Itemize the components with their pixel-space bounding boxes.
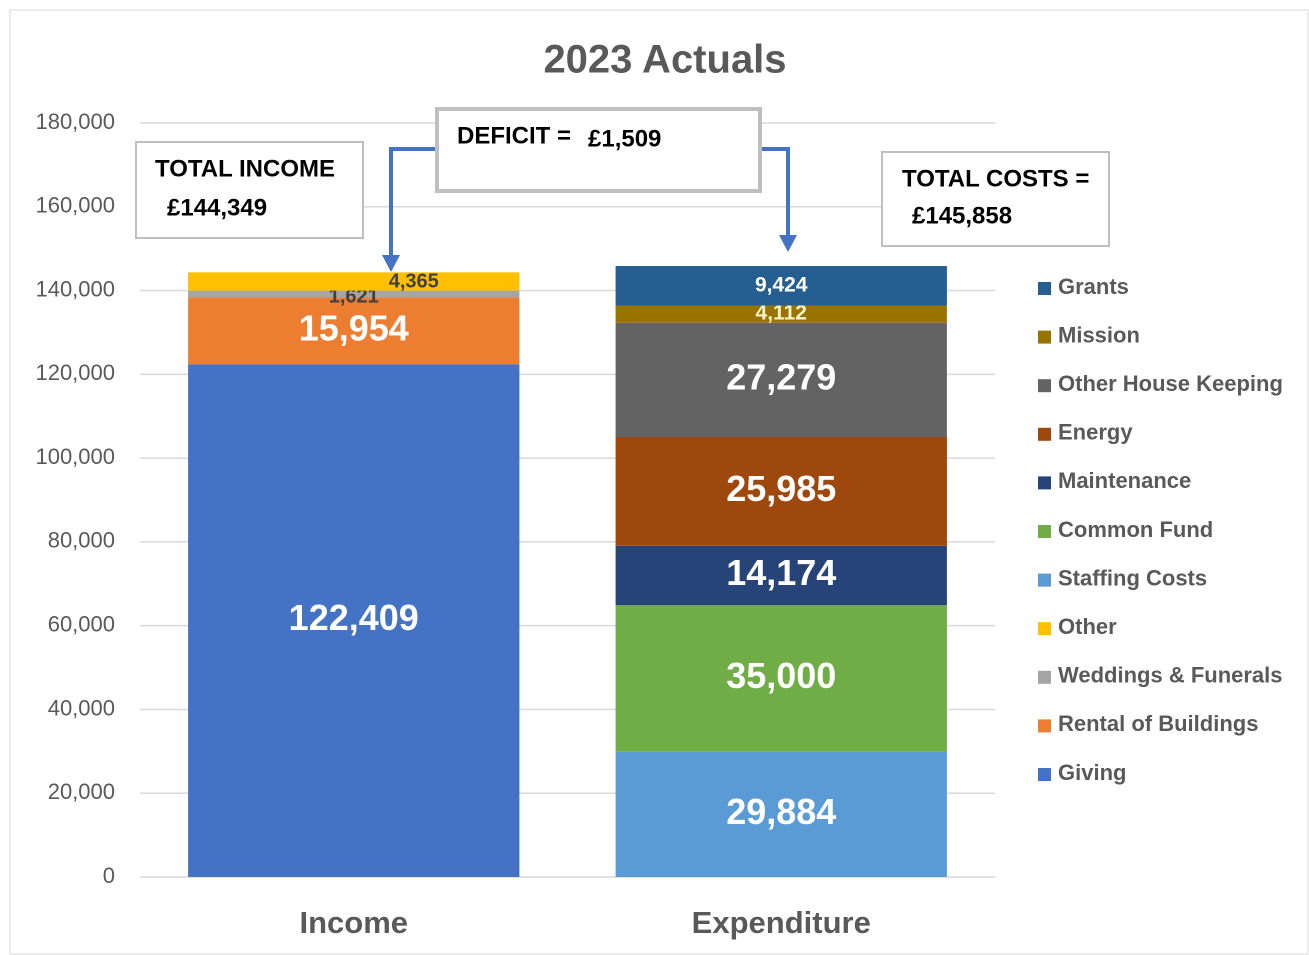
annotation-box: [881, 151, 1110, 247]
data-label: 122,409: [289, 597, 419, 638]
annotations: TOTAL INCOME £144,349 DEFICIT = £1,509 T…: [135, 107, 1110, 272]
legend: Giving Rental of Buildings Weddings & Fune…: [1038, 274, 1283, 785]
annotation: DEFICIT =: [457, 122, 571, 149]
plot-area: 0 20,000 40,000 60,000 80,000 100,000 120,000 1…: [35, 109, 1282, 940]
legend-label: Common Fund: [1058, 517, 1213, 542]
arrow-head: [779, 235, 797, 252]
legend-label: Giving: [1058, 760, 1126, 785]
data-label: 4,365: [389, 271, 439, 293]
legend-swatch: [1038, 768, 1051, 781]
legend-label: Mission: [1058, 322, 1140, 347]
legend-swatch: [1038, 330, 1051, 344]
x-tick-label: Income: [299, 905, 408, 940]
legend-label: Energy: [1058, 420, 1133, 445]
annotation: £144,349: [167, 194, 267, 221]
annotation: TOTAL INCOME: [155, 155, 335, 182]
y-tick-label: 80,000: [48, 528, 115, 553]
legend-label: Weddings & Funerals: [1058, 663, 1283, 688]
legend-label: Other: [1058, 614, 1117, 639]
legend-label: Staffing Costs: [1058, 565, 1207, 590]
y-tick-label: 180,000: [35, 109, 115, 134]
bar-segment: [615, 545, 947, 606]
annotation: £145,858: [912, 202, 1012, 229]
bar-segment: [615, 751, 947, 877]
y-tick-label: 0: [103, 863, 115, 888]
data-label: 15,954: [299, 307, 409, 348]
legend-label: Grants: [1058, 274, 1129, 299]
chart-title: 2023 Actuals: [543, 38, 786, 82]
y-tick-label: 20,000: [48, 779, 115, 804]
annotation-box: [435, 107, 762, 193]
legend-label: Rental of Buildings: [1058, 711, 1258, 736]
bar-segment: [188, 364, 520, 877]
legend-swatch: [1038, 427, 1051, 441]
legend-swatch: [1038, 379, 1051, 393]
legend-label: Other House Keeping: [1058, 371, 1283, 396]
x-tick-label: Expenditure: [692, 905, 871, 940]
arrow-head: [382, 255, 400, 272]
y-tick-label: 60,000: [48, 611, 115, 636]
data-label: 9,424: [755, 273, 808, 296]
annotation: TOTAL COSTS =: [902, 165, 1089, 192]
legend-swatch: [1038, 573, 1051, 587]
data-label: 35,000: [726, 655, 836, 696]
bar-segment: [188, 272, 520, 291]
legend-swatch: [1038, 622, 1051, 636]
legend-swatch: [1038, 282, 1051, 295]
bar-segment: [615, 305, 947, 323]
bar-segment: [615, 322, 947, 437]
bar-segment: [188, 297, 520, 365]
annotation-box: [135, 141, 364, 239]
legend-swatch: [1038, 476, 1051, 490]
data-label: 4,112: [756, 302, 807, 325]
y-tick-label: 160,000: [35, 193, 115, 218]
y-tick-label: 140,000: [35, 276, 115, 301]
data-label: 14,174: [726, 552, 836, 593]
legend-swatch: [1038, 670, 1051, 684]
legend-label: Maintenance: [1058, 468, 1191, 493]
data-label: 27,279: [726, 356, 836, 397]
bar-segment: [615, 605, 947, 752]
legend-swatch: [1038, 525, 1051, 538]
arrow: [760, 147, 790, 238]
y-tick-label: 120,000: [35, 360, 115, 385]
legend-swatch: [1038, 719, 1051, 733]
data-label: 1,621: [329, 286, 379, 308]
bar-segment: [188, 290, 520, 298]
y-tick-label: 100,000: [35, 444, 115, 469]
bar-segment: [615, 266, 947, 306]
annotation: £1,509: [588, 125, 661, 152]
bar-segment: [615, 436, 947, 546]
y-tick-label: 40,000: [48, 695, 115, 720]
data-label: 29,884: [726, 791, 836, 832]
data-label: 25,985: [726, 468, 836, 509]
arrow: [389, 147, 437, 258]
